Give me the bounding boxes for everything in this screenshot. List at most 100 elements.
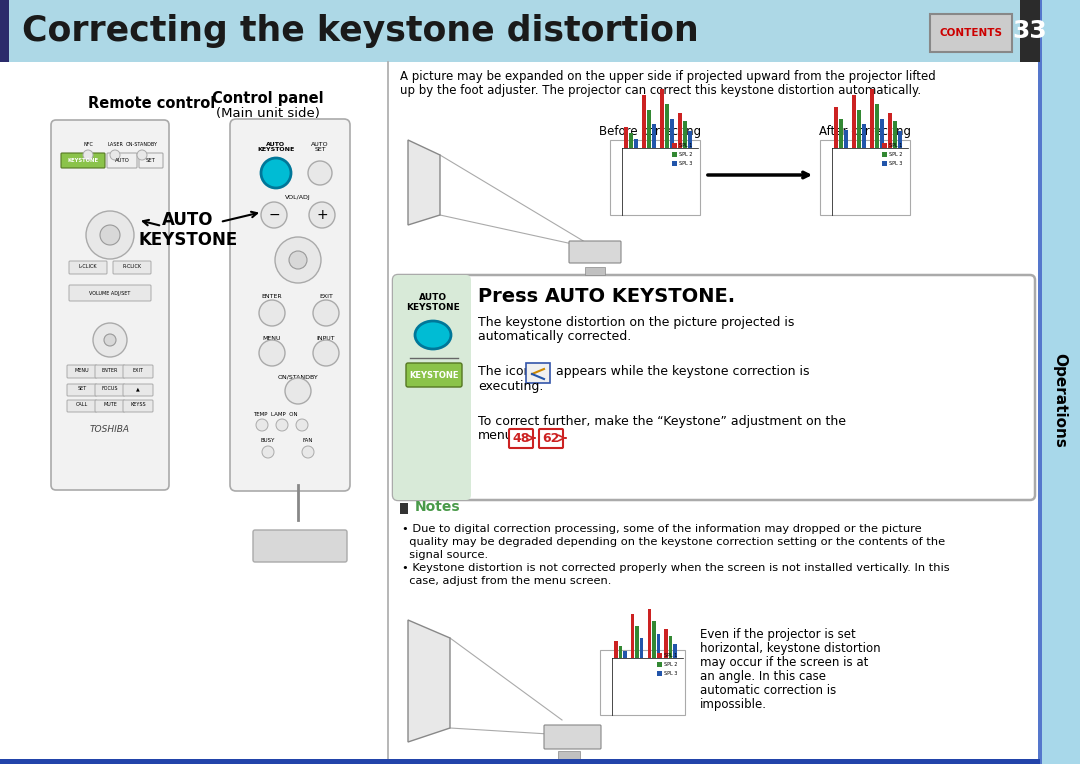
Text: ON-STANDBY: ON-STANDBY xyxy=(126,143,158,147)
FancyBboxPatch shape xyxy=(897,131,902,148)
FancyBboxPatch shape xyxy=(856,110,861,148)
Text: SPL 3: SPL 3 xyxy=(889,161,903,166)
FancyBboxPatch shape xyxy=(67,384,97,396)
FancyBboxPatch shape xyxy=(123,400,153,412)
Text: SPL 2: SPL 2 xyxy=(889,152,903,157)
Text: Control panel: Control panel xyxy=(212,92,324,106)
FancyBboxPatch shape xyxy=(393,275,1035,500)
FancyBboxPatch shape xyxy=(558,751,580,760)
Text: VOL/ADJ: VOL/ADJ xyxy=(285,196,311,200)
Text: 33: 33 xyxy=(1013,19,1048,43)
Text: R-CLICK: R-CLICK xyxy=(122,264,141,270)
FancyBboxPatch shape xyxy=(610,140,700,215)
Circle shape xyxy=(276,419,288,431)
Text: EXIT: EXIT xyxy=(133,368,144,374)
Circle shape xyxy=(285,378,311,404)
FancyBboxPatch shape xyxy=(647,110,650,148)
Circle shape xyxy=(259,340,285,366)
FancyBboxPatch shape xyxy=(123,365,153,378)
Text: SPL 1: SPL 1 xyxy=(664,653,677,658)
FancyBboxPatch shape xyxy=(0,0,9,62)
FancyBboxPatch shape xyxy=(615,641,618,658)
FancyBboxPatch shape xyxy=(660,89,664,148)
Circle shape xyxy=(93,323,127,357)
Text: ▲: ▲ xyxy=(136,387,140,391)
Text: The keystone distortion on the picture projected is: The keystone distortion on the picture p… xyxy=(478,316,795,329)
Text: AUTO
SET: AUTO SET xyxy=(311,141,328,152)
FancyBboxPatch shape xyxy=(642,95,646,148)
FancyBboxPatch shape xyxy=(0,759,1040,764)
Text: 62: 62 xyxy=(542,432,559,445)
FancyBboxPatch shape xyxy=(664,629,667,658)
FancyBboxPatch shape xyxy=(635,626,639,658)
Polygon shape xyxy=(408,140,440,225)
Text: SPL 3: SPL 3 xyxy=(664,671,677,676)
Text: LASER: LASER xyxy=(107,143,123,147)
FancyBboxPatch shape xyxy=(672,161,677,166)
FancyBboxPatch shape xyxy=(107,153,137,168)
Polygon shape xyxy=(408,620,450,742)
Text: an angle. In this case: an angle. In this case xyxy=(700,670,826,683)
Text: CALL: CALL xyxy=(76,403,89,407)
FancyBboxPatch shape xyxy=(669,636,673,658)
FancyBboxPatch shape xyxy=(834,107,838,148)
FancyBboxPatch shape xyxy=(888,112,892,148)
FancyBboxPatch shape xyxy=(1020,0,1040,62)
FancyBboxPatch shape xyxy=(123,384,153,396)
FancyBboxPatch shape xyxy=(619,646,622,658)
Text: AUTO: AUTO xyxy=(114,157,130,163)
Circle shape xyxy=(313,300,339,326)
Text: Operations: Operations xyxy=(1053,352,1067,448)
Text: automatically corrected.: automatically corrected. xyxy=(478,330,631,343)
Circle shape xyxy=(275,237,321,283)
Text: −: − xyxy=(268,208,280,222)
FancyBboxPatch shape xyxy=(60,153,105,168)
FancyBboxPatch shape xyxy=(648,609,651,658)
Text: MUTE: MUTE xyxy=(103,403,117,407)
Text: • Due to digital correction processing, some of the information may dropped or t: • Due to digital correction processing, … xyxy=(402,524,921,534)
FancyBboxPatch shape xyxy=(639,639,644,658)
Text: BUSY: BUSY xyxy=(260,439,275,443)
FancyBboxPatch shape xyxy=(930,14,1012,52)
Text: SPL 1: SPL 1 xyxy=(889,143,903,148)
Circle shape xyxy=(309,202,335,228)
Text: up by the foot adjuster. The projector can correct this keystone distortion auto: up by the foot adjuster. The projector c… xyxy=(400,84,921,97)
FancyBboxPatch shape xyxy=(893,121,896,148)
Ellipse shape xyxy=(415,321,451,349)
Text: CONTENTS: CONTENTS xyxy=(940,28,1002,38)
Circle shape xyxy=(308,161,332,185)
Text: may occur if the screen is at: may occur if the screen is at xyxy=(700,656,868,669)
Text: Remote control: Remote control xyxy=(87,96,215,112)
Text: +: + xyxy=(316,208,328,222)
Text: KEYSS: KEYSS xyxy=(131,403,146,407)
Text: NFC: NFC xyxy=(83,143,93,147)
FancyBboxPatch shape xyxy=(880,118,883,148)
FancyBboxPatch shape xyxy=(1038,0,1042,764)
Text: ENTER: ENTER xyxy=(102,368,118,374)
Text: ENTER: ENTER xyxy=(261,294,282,299)
Text: MENU: MENU xyxy=(262,335,281,341)
FancyBboxPatch shape xyxy=(843,131,848,148)
Text: (Main unit side): (Main unit side) xyxy=(216,108,320,121)
Text: After correcting: After correcting xyxy=(819,125,912,138)
FancyBboxPatch shape xyxy=(683,121,687,148)
Text: To correct further, make the “Keystone” adjustment on the: To correct further, make the “Keystone” … xyxy=(478,415,846,428)
Text: INPUT: INPUT xyxy=(316,335,335,341)
FancyBboxPatch shape xyxy=(544,725,600,749)
FancyBboxPatch shape xyxy=(406,363,462,387)
FancyBboxPatch shape xyxy=(139,153,163,168)
FancyBboxPatch shape xyxy=(674,644,677,658)
FancyBboxPatch shape xyxy=(51,120,168,490)
Circle shape xyxy=(86,211,134,259)
Text: Before correcting: Before correcting xyxy=(599,125,701,138)
FancyBboxPatch shape xyxy=(882,143,887,148)
FancyBboxPatch shape xyxy=(634,139,637,148)
FancyBboxPatch shape xyxy=(113,261,151,274)
Text: SET: SET xyxy=(78,387,86,391)
Circle shape xyxy=(262,446,274,458)
FancyBboxPatch shape xyxy=(393,275,471,500)
FancyBboxPatch shape xyxy=(69,285,151,301)
FancyBboxPatch shape xyxy=(870,89,874,148)
Circle shape xyxy=(259,300,285,326)
FancyBboxPatch shape xyxy=(875,104,879,148)
